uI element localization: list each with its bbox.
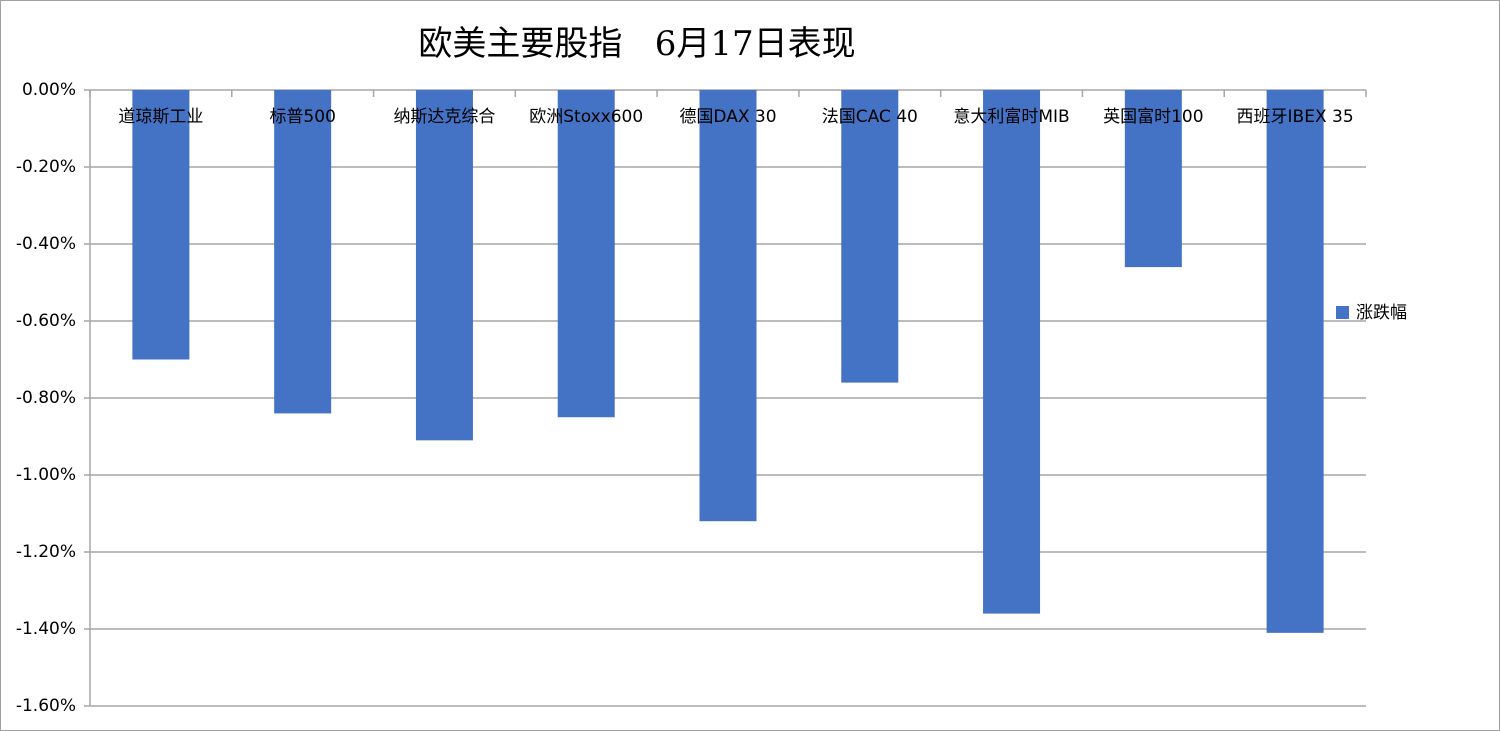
bar <box>1266 90 1324 633</box>
x-tick-label: 道琼斯工业 <box>118 107 203 127</box>
x-tick-label: 英国富时100 <box>1103 107 1203 127</box>
y-tick-label: -1.60% <box>16 696 76 716</box>
x-tick-label: 德国DAX 30 <box>679 107 776 127</box>
bar <box>557 90 615 418</box>
x-tick-label: 法国CAC 40 <box>822 107 918 127</box>
y-tick-label: -0.80% <box>16 388 76 408</box>
bar <box>1124 90 1182 268</box>
legend-label: 涨跌幅 <box>1356 303 1407 323</box>
bar <box>415 90 473 441</box>
y-tick-label: -1.20% <box>16 542 76 562</box>
y-tick-label: -1.00% <box>16 465 76 485</box>
y-tick-label: -0.40% <box>16 234 76 254</box>
x-tick-label: 西班牙IBEX 35 <box>1237 107 1354 127</box>
bar <box>132 90 190 360</box>
legend-swatch <box>1336 306 1349 319</box>
bar <box>699 90 757 522</box>
x-tick-label: 纳斯达克综合 <box>393 107 495 127</box>
chart-title: 欧美主要股指 6月17日表现 <box>418 24 855 64</box>
x-tick-label: 意大利富时MIB <box>953 107 1069 127</box>
x-tick-label: 标普500 <box>269 107 335 127</box>
bar <box>841 90 899 383</box>
x-tick-label: 欧洲Stoxx600 <box>529 107 643 127</box>
y-tick-label: -1.40% <box>16 619 76 639</box>
y-tick-label: -0.60% <box>16 311 76 331</box>
bar <box>983 90 1041 614</box>
y-tick-label: -0.20% <box>16 157 76 177</box>
bar <box>274 90 332 414</box>
y-tick-label: 0.00% <box>22 80 76 100</box>
